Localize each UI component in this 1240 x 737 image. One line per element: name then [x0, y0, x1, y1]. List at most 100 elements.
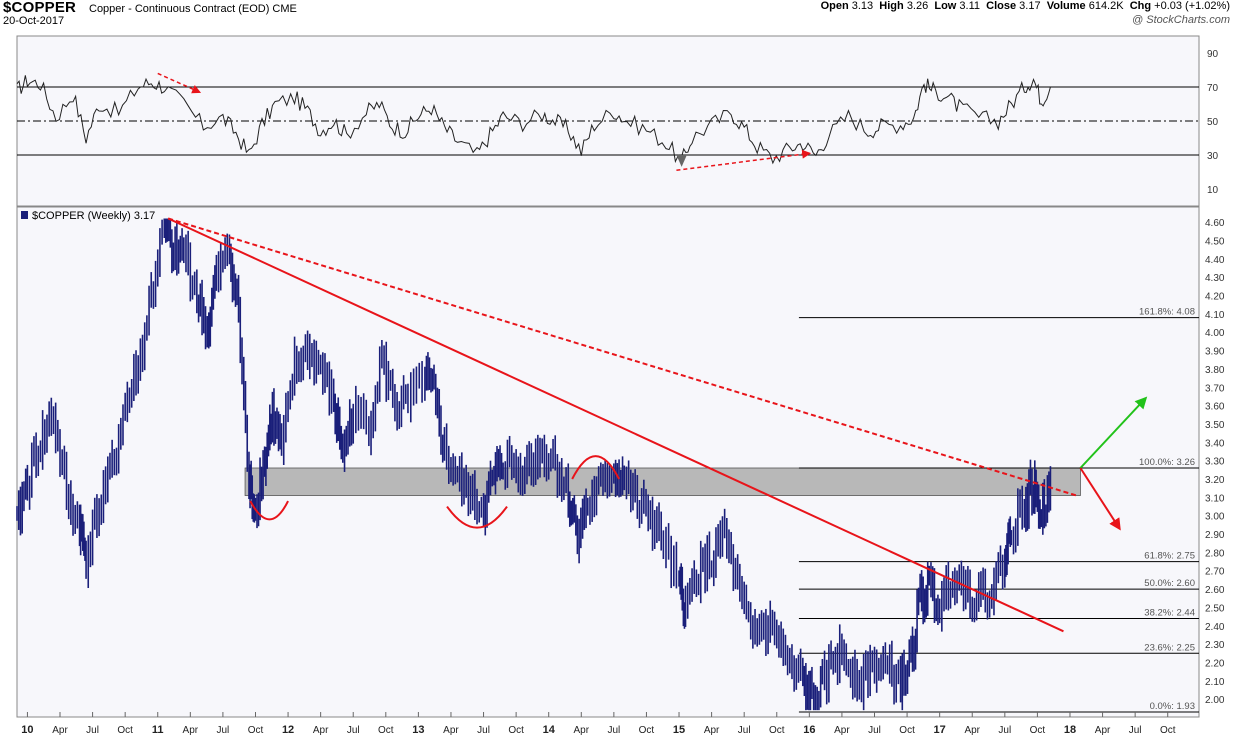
- volume-value: 614.2K: [1088, 0, 1124, 12]
- price-axis: 2.00 2.10 2.20 2.30 2.40 2.50 2.60 2.70 2.80 2.90…: [1205, 218, 1225, 706]
- x-tick-label: Jul: [868, 725, 881, 736]
- chg-label: Chg: [1129, 0, 1152, 12]
- price-legend: $COPPER (Weekly) 3.17: [21, 210, 155, 222]
- x-tick-label: Apr: [964, 725, 980, 736]
- x-tick-label: Jul: [998, 725, 1011, 736]
- price-tick-label: 2.50: [1205, 603, 1225, 614]
- x-tick-label: Oct: [117, 725, 133, 736]
- open-label: Open: [820, 0, 849, 12]
- chg-value: +0.03 (+1.02%): [1154, 0, 1230, 12]
- x-tick-label: Oct: [248, 725, 264, 736]
- price-tick-label: 2.80: [1205, 548, 1225, 559]
- fib-label: 100.0%: 3.26: [1139, 457, 1195, 468]
- open-value: 3.13: [851, 0, 874, 12]
- x-tick-label: 10: [21, 724, 33, 736]
- fib-label: 161.8%: 4.08: [1139, 307, 1195, 318]
- x-tick-label: Oct: [378, 725, 394, 736]
- chart-credit: @ StockCharts.com: [1132, 14, 1230, 26]
- chart-header: $COPPER Copper - Continuous Contract (EO…: [0, 0, 1240, 36]
- fib-label: 61.8%: 2.75: [1144, 551, 1195, 562]
- price-tick-label: 4.50: [1205, 237, 1225, 248]
- high-label: High: [879, 0, 904, 12]
- price-tick-label: 3.80: [1205, 365, 1225, 376]
- price-tick-label: 3.10: [1205, 493, 1225, 504]
- fib-label: 38.2%: 2.44: [1144, 607, 1195, 618]
- price-tick-label: 4.20: [1205, 292, 1225, 303]
- x-tick-label: 18: [1064, 724, 1076, 736]
- x-tick-label: Apr: [443, 725, 459, 736]
- support-arc-2011: [249, 500, 289, 521]
- rsi-tick-label: 10: [1207, 185, 1219, 196]
- price-tick-label: 2.20: [1205, 658, 1225, 669]
- legend-swatch: [21, 211, 28, 219]
- rsi-line: [16, 75, 1051, 165]
- x-tick-label: Jul: [1129, 725, 1142, 736]
- rsi-tick-label: 50: [1207, 117, 1219, 128]
- trendlines: [167, 217, 1077, 633]
- fib-label: 23.6%: 2.25: [1144, 642, 1195, 653]
- price-tick-label: 3.20: [1205, 475, 1225, 486]
- x-tick-label: 16: [803, 724, 815, 736]
- price-tick-label: 2.60: [1205, 585, 1225, 596]
- low-label: Low: [934, 0, 957, 12]
- price-tick-label: 2.40: [1205, 622, 1225, 633]
- price-tick-label: 3.90: [1205, 347, 1225, 358]
- price-tick-label: 3.30: [1205, 457, 1225, 468]
- price-tick-label: 4.60: [1205, 218, 1225, 229]
- support-arc-2013: [446, 505, 508, 529]
- x-tick-label: Jul: [738, 725, 751, 736]
- x-tick-label: Apr: [704, 725, 720, 736]
- price-tick-label: 3.00: [1205, 512, 1225, 523]
- price-tick-label: 4.00: [1205, 328, 1225, 339]
- x-tick-label: 15: [673, 724, 685, 736]
- fib-label: 50.0%: 2.60: [1144, 578, 1195, 589]
- price-tick-label: 2.10: [1205, 677, 1225, 688]
- price-series: [16, 218, 1052, 711]
- close-value: 3.17: [1019, 0, 1041, 12]
- x-tick-label: Oct: [1160, 725, 1176, 736]
- rsi-tick-label: 30: [1207, 151, 1219, 162]
- price-tick-label: 3.40: [1205, 438, 1225, 449]
- x-tick-label: 12: [282, 724, 294, 736]
- price-tick-label: 3.70: [1205, 383, 1225, 394]
- price-tick-label: 4.40: [1205, 255, 1225, 266]
- x-tick-label: Oct: [508, 725, 524, 736]
- solid-trendline: [167, 217, 1064, 633]
- rsi-bullish-divergence-arrow: [676, 149, 812, 172]
- x-tick-label: 17: [934, 724, 946, 736]
- x-tick-label: Oct: [1030, 725, 1046, 736]
- bearish-arrow: [1079, 467, 1121, 531]
- price-panel-title: $COPPER (Weekly) 3.17: [32, 210, 155, 222]
- price-tick-label: 4.10: [1205, 310, 1225, 321]
- x-tick-label: 11: [152, 724, 164, 736]
- annotations: [157, 72, 1148, 531]
- price-tick-label: 2.30: [1205, 640, 1225, 651]
- price-tick-label: 4.30: [1205, 273, 1225, 284]
- x-tick-label: Apr: [183, 725, 199, 736]
- resistance-arc-2014: [571, 455, 620, 480]
- x-tick-label: 14: [543, 724, 556, 736]
- x-tick-label: Jul: [86, 725, 99, 736]
- bullish-arrow: [1079, 396, 1148, 469]
- x-tick-label: Apr: [574, 725, 590, 736]
- high-value: 3.26: [906, 0, 929, 12]
- fib-label: 0.0%: 1.93: [1150, 701, 1195, 712]
- rsi-axis: 10 30 50 70 90: [1207, 49, 1219, 196]
- resistance-zone-band: [244, 467, 1081, 496]
- ohlc-readout: Open 3.13 High 3.26 Low 3.11 Close 3.17 …: [821, 0, 1230, 12]
- volume-label: Volume: [1046, 0, 1086, 12]
- x-tick-label: Jul: [607, 725, 620, 736]
- ticker-description: Copper - Continuous Contract (EOD) CME: [89, 3, 297, 15]
- rsi-bearish-arrow: [157, 72, 202, 94]
- x-tick-label: Apr: [1095, 725, 1111, 736]
- rsi-tick-label: 70: [1207, 83, 1219, 94]
- price-tick-label: 2.70: [1205, 567, 1225, 578]
- low-value: 3.11: [959, 0, 981, 12]
- price-tick-label: 3.60: [1205, 402, 1225, 413]
- time-axis: 10 Apr Jul Oct 11 Apr Jul Oct 12 Apr Jul Oct 13 Apr Ju…: [21, 712, 1176, 736]
- x-tick-label: Apr: [313, 725, 329, 736]
- rsi-series: [16, 75, 1051, 167]
- price-tick-label: 3.50: [1205, 420, 1225, 431]
- x-tick-label: Oct: [639, 725, 655, 736]
